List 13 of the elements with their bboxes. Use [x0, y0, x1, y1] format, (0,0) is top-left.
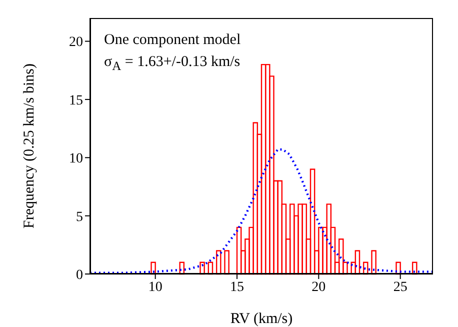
y-tick-label: 20	[69, 35, 83, 50]
y-tick-label: 0	[76, 268, 83, 283]
x-axis-title: RV (km/s)	[230, 311, 293, 327]
x-tick-label: 15	[230, 280, 244, 295]
y-tick-label: 10	[69, 152, 83, 167]
y-tick-label: 15	[69, 93, 83, 108]
x-tick-label: 10	[148, 280, 162, 295]
x-tick-label: 25	[393, 280, 408, 295]
annotation: One component model	[104, 32, 241, 49]
x-tick-label: 20	[312, 280, 326, 295]
y-axis-title: Frequency (0.25 km/s bins)	[21, 64, 38, 228]
y-tick-label: 5	[76, 210, 83, 225]
annotation: σ$_{A}$ = 1.63+/-0.13 km/s	[104, 54, 240, 74]
